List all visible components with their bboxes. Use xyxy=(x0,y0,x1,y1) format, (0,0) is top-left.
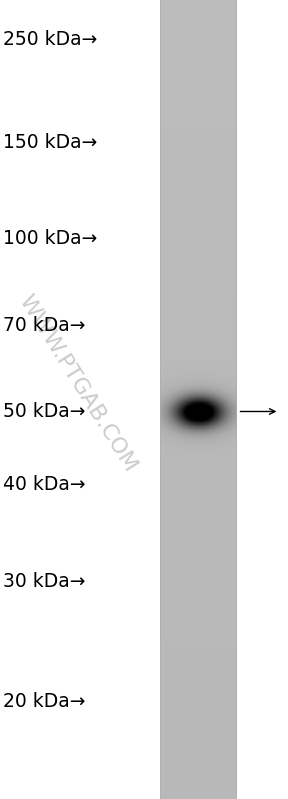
Text: 30 kDa→: 30 kDa→ xyxy=(3,572,85,591)
Text: 20 kDa→: 20 kDa→ xyxy=(3,692,85,711)
Text: 70 kDa→: 70 kDa→ xyxy=(3,316,85,336)
Text: 50 kDa→: 50 kDa→ xyxy=(3,402,85,421)
Text: 150 kDa→: 150 kDa→ xyxy=(3,133,97,152)
Text: 250 kDa→: 250 kDa→ xyxy=(3,30,97,50)
Text: 100 kDa→: 100 kDa→ xyxy=(3,229,97,248)
Text: WWW.PTGAB.COM: WWW.PTGAB.COM xyxy=(15,292,141,475)
Text: 40 kDa→: 40 kDa→ xyxy=(3,475,86,495)
